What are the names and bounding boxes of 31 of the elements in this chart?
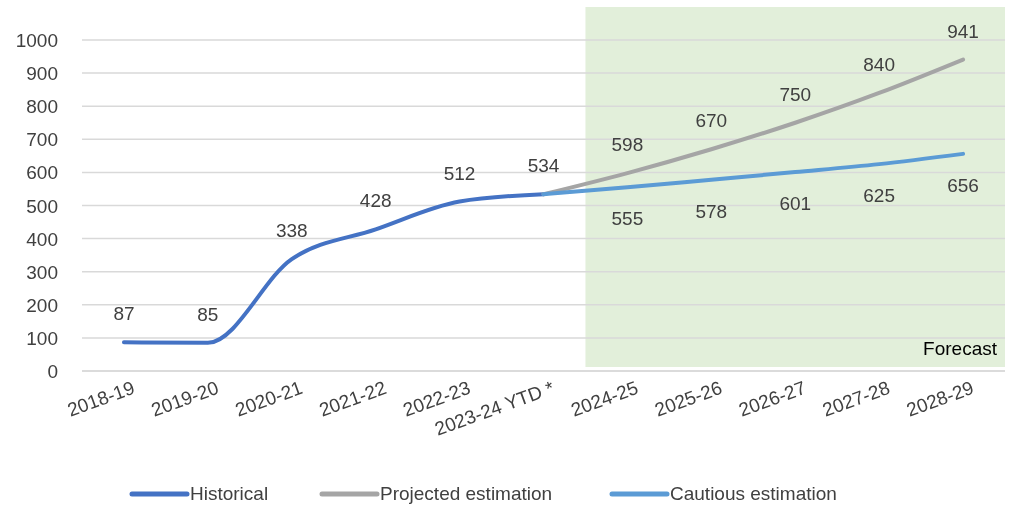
data-label: 555 [611,208,644,230]
y-tick-label: 100 [26,327,58,349]
y-tick-label: 300 [26,261,58,283]
legend-label: Cautious estimation [670,483,837,504]
data-label: 601 [779,193,812,215]
y-tick-label: 1000 [15,30,58,51]
data-label: 428 [359,190,392,212]
data-label: 750 [779,83,812,105]
y-tick-label: 500 [26,195,58,217]
data-label: 941 [947,20,979,42]
data-label: 625 [863,185,895,207]
data-label: 338 [275,220,308,242]
data-label: 87 [113,303,135,325]
y-tick-label: 900 [26,63,58,85]
data-label: 656 [947,174,979,196]
y-tick-label: 0 [47,361,58,382]
data-label: 670 [695,110,728,132]
data-label: 534 [527,155,560,177]
y-tick-label: 400 [26,228,58,250]
y-tick-label: 700 [26,129,58,151]
y-tick-label: 800 [26,96,58,118]
data-label: 578 [695,200,728,222]
y-tick-label: 600 [26,162,58,184]
band-label: Forecast [923,338,998,359]
data-label: 512 [443,162,476,184]
y-tick-label: 200 [26,294,58,316]
data-label: 85 [197,303,219,325]
legend-label: Historical [190,483,269,504]
data-label: 840 [863,53,895,75]
legend-label: Projected estimation [380,483,553,504]
data-label: 598 [611,134,644,156]
